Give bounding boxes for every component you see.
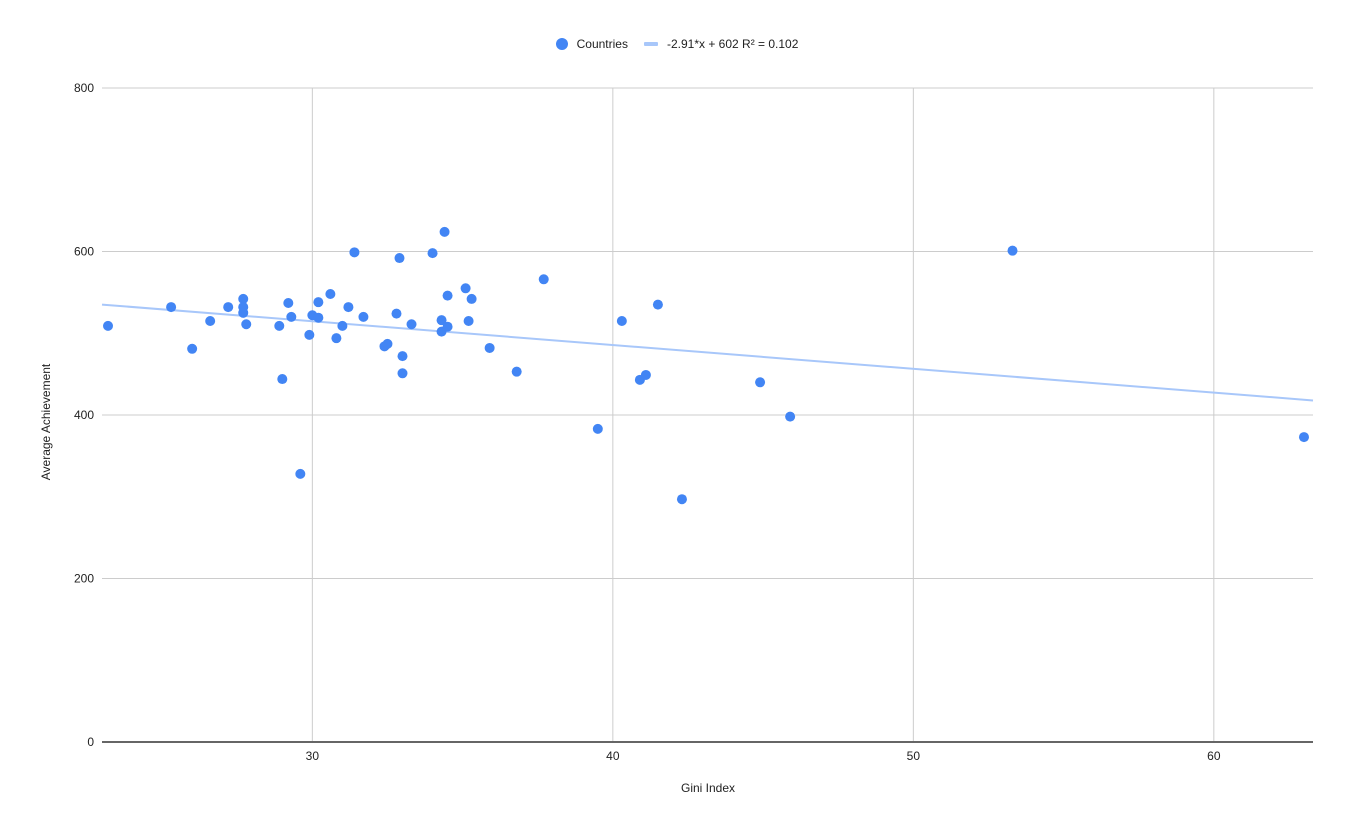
- y-tick-label: 0: [87, 735, 94, 749]
- data-point[interactable]: [397, 368, 408, 379]
- x-axis-title: Gini Index: [680, 781, 736, 795]
- data-point[interactable]: [331, 333, 342, 344]
- data-point[interactable]: [538, 274, 549, 285]
- data-point[interactable]: [337, 320, 348, 331]
- data-point[interactable]: [343, 302, 354, 313]
- data-point[interactable]: [166, 302, 177, 313]
- x-tick-label: 60: [1207, 749, 1221, 763]
- data-point[interactable]: [391, 308, 402, 319]
- data-point[interactable]: [406, 319, 417, 330]
- data-point[interactable]: [442, 290, 453, 301]
- data-point[interactable]: [187, 343, 198, 354]
- data-point[interactable]: [755, 377, 766, 388]
- data-point[interactable]: [394, 253, 405, 264]
- y-tick-label: 800: [74, 81, 94, 95]
- y-axis-title: Average Achievement: [39, 363, 53, 481]
- y-tick-label: 600: [74, 245, 94, 259]
- data-point[interactable]: [382, 338, 393, 349]
- data-point[interactable]: [313, 312, 324, 323]
- data-point[interactable]: [427, 248, 438, 259]
- data-point[interactable]: [238, 307, 249, 318]
- data-point[interactable]: [640, 369, 651, 380]
- data-point[interactable]: [325, 289, 336, 300]
- data-point[interactable]: [304, 329, 315, 340]
- axis-ticks: 0 200 400 600 800 30 40 50 60: [74, 81, 1221, 763]
- data-point[interactable]: [238, 293, 249, 304]
- x-tick-label: 30: [306, 749, 320, 763]
- data-point[interactable]: [223, 302, 234, 313]
- data-point[interactable]: [349, 247, 360, 258]
- data-point[interactable]: [484, 342, 495, 353]
- legend: Countries -2.91*x + 602 R² = 0.102: [0, 37, 1354, 51]
- data-point[interactable]: [397, 351, 408, 362]
- data-point[interactable]: [205, 315, 216, 326]
- data-point[interactable]: [103, 320, 114, 331]
- data-point[interactable]: [313, 297, 324, 308]
- data-point[interactable]: [286, 311, 297, 322]
- data-point[interactable]: [274, 320, 285, 331]
- x-tick-label: 50: [907, 749, 921, 763]
- legend-label-countries: Countries: [576, 37, 628, 51]
- data-point[interactable]: [463, 315, 474, 326]
- data-point[interactable]: [283, 298, 294, 309]
- x-tick-label: 40: [606, 749, 620, 763]
- legend-item-countries[interactable]: Countries: [555, 37, 628, 51]
- data-point[interactable]: [1298, 432, 1309, 443]
- legend-label-trendline: -2.91*x + 602 R² = 0.102: [666, 37, 799, 51]
- data-point[interactable]: [358, 311, 369, 322]
- y-tick-label: 400: [74, 408, 94, 422]
- data-point[interactable]: [676, 494, 687, 505]
- data-point[interactable]: [652, 299, 663, 310]
- data-points: [103, 226, 1309, 505]
- gridlines: [102, 87, 1313, 743]
- trendline: [101, 303, 1314, 402]
- data-point[interactable]: [592, 423, 603, 434]
- data-point[interactable]: [466, 293, 477, 304]
- y-tick-label: 200: [74, 572, 94, 586]
- data-point[interactable]: [436, 315, 447, 326]
- data-point[interactable]: [442, 321, 453, 332]
- trendline-path: [101, 303, 1314, 402]
- data-point[interactable]: [785, 411, 796, 422]
- legend-dot-icon: [555, 38, 568, 50]
- legend-line-icon: [643, 42, 658, 46]
- data-point[interactable]: [511, 366, 522, 377]
- data-point[interactable]: [295, 468, 306, 479]
- data-point[interactable]: [616, 315, 627, 326]
- data-point[interactable]: [439, 226, 450, 237]
- data-point[interactable]: [1007, 245, 1018, 256]
- data-point[interactable]: [277, 374, 288, 385]
- data-point[interactable]: [241, 319, 252, 330]
- legend-item-trendline[interactable]: -2.91*x + 602 R² = 0.102: [643, 37, 799, 51]
- data-point[interactable]: [460, 283, 471, 294]
